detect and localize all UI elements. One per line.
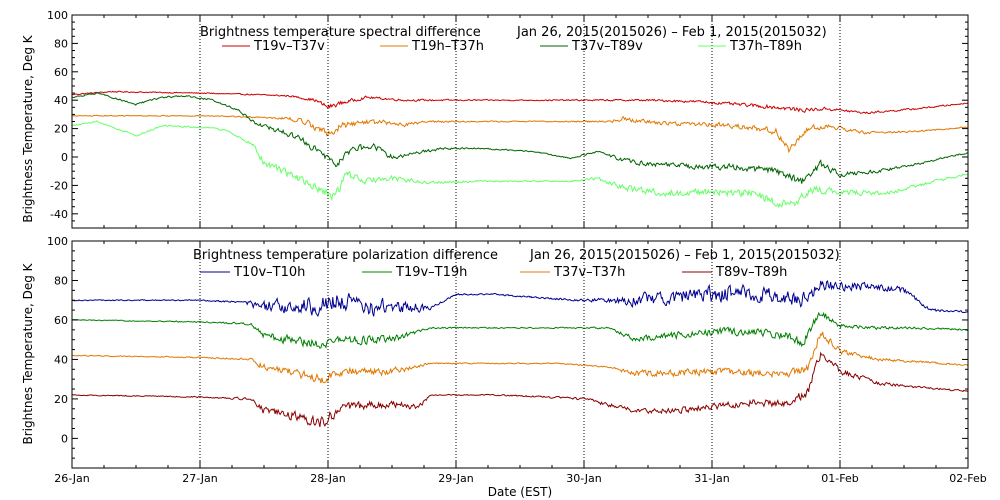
polarization-series-line-2	[71, 311, 969, 349]
polarization-date-range: Jan 26, 2015(2015026) – Feb 1, 2015(2015…	[529, 248, 840, 263]
xtick-label: 26-Jan	[54, 472, 90, 485]
polarization-ytick-label: 60	[54, 314, 68, 327]
spectral-ytick-label: -20	[50, 179, 68, 192]
polarization-series-line-3	[71, 331, 969, 384]
spectral-legend-label-4: T37h–T89h	[729, 39, 802, 54]
spectral-legend-label-2: T19h–T37h	[411, 39, 484, 54]
spectral-date-range: Jan 26, 2015(2015026) – Feb 1, 2015(2015…	[516, 25, 827, 40]
polarization-legend-label-4: T89v–T89h	[715, 265, 787, 280]
polarization-ytick-label: 0	[61, 432, 68, 445]
x-axis-label: Date (EST)	[488, 485, 552, 499]
spectral-ytick-label: -40	[50, 208, 68, 221]
xtick-label: 28-Jan	[310, 472, 346, 485]
spectral-series-line-3	[71, 91, 969, 184]
polarization-ytick-label: 40	[54, 353, 68, 366]
xtick-label: 31-Jan	[694, 472, 730, 485]
spectral-legend-label-1: T19v–T37v	[253, 39, 325, 54]
spectral-series-line-1	[71, 90, 969, 115]
spectral-title: Brightness temperature spectral differen…	[200, 25, 481, 40]
xtick-label: 27-Jan	[182, 472, 218, 485]
xtick-label: 30-Jan	[566, 472, 602, 485]
spectral-legend: T19v–T37v T19h–T37h T37v–T89v T37h–T89h	[222, 39, 802, 54]
xtick-label: 01-Feb	[821, 472, 858, 485]
spectral-ytick-label: 0	[61, 151, 68, 164]
polarization-ytick-label: 20	[54, 393, 68, 406]
polarization-legend: T10v–T10h T19v–T19h T37v–T37h T89v–T89h	[200, 265, 787, 280]
polarization-series-line-4	[71, 351, 969, 428]
spectral-ytick-label: 60	[54, 66, 68, 79]
polarization-legend-label-1: T10v–T10h	[233, 265, 305, 280]
xtick-label: 02-Feb	[949, 472, 986, 485]
spectral-difference-panel: -40 -20 0 20 40 60 80 100 Brightness temperatur…	[21, 9, 969, 229]
polarization-y-axis-label: Brightnes Temperature, Deg K	[21, 262, 35, 444]
spectral-series-line-4	[71, 120, 969, 209]
spectral-legend-label-3: T37v–T89v	[571, 39, 643, 54]
polarization-legend-label-3: T37v–T37h	[553, 265, 625, 280]
spectral-ytick-label: 80	[54, 37, 68, 50]
polarization-difference-panel: 0 20 40 60 80 100 26-Jan 27-Jan 28-Jan 29-Jan 30-J…	[21, 235, 987, 499]
polarization-ytick-label: 80	[54, 274, 68, 287]
spectral-ytick-label: 100	[47, 9, 68, 22]
polarization-legend-label-2: T19v–T19h	[395, 265, 467, 280]
polarization-title: Brightness temperature polarization diff…	[193, 248, 498, 263]
spectral-ytick-label: 40	[54, 94, 68, 107]
polarization-series-line-1	[71, 280, 969, 318]
spectral-y-axis-label: Brightness Temperature, Deg K	[21, 34, 35, 222]
xtick-label: 29-Jan	[438, 472, 474, 485]
spectral-ytick-label: 20	[54, 123, 68, 136]
spectral-series-line-2	[71, 114, 969, 154]
polarization-ytick-label: 100	[47, 235, 68, 248]
